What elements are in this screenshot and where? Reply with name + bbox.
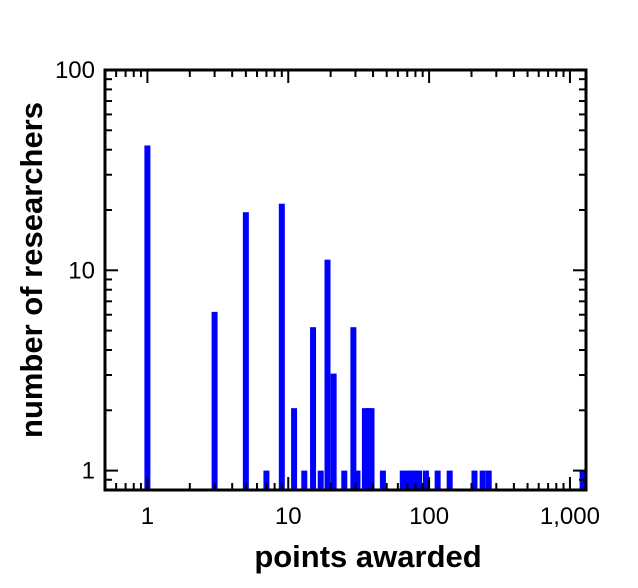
- tick-labels-group: 1 10 100 1,000 1 10 100: [55, 57, 600, 530]
- bar: [411, 470, 418, 490]
- bar: [416, 470, 423, 490]
- x-tick-label: 100: [409, 503, 449, 530]
- bar: [350, 327, 357, 490]
- y-tick-label: 1: [82, 458, 95, 485]
- bar: [361, 408, 368, 490]
- bar: [471, 470, 478, 490]
- bar: [324, 259, 331, 490]
- bar: [317, 470, 324, 490]
- bar: [211, 311, 218, 490]
- bar: [330, 373, 337, 490]
- bar: [144, 145, 151, 490]
- x-tick-label: 10: [275, 503, 302, 530]
- bar: [422, 470, 429, 490]
- x-tick-label: 1,000: [540, 503, 600, 530]
- bar: [310, 327, 317, 490]
- plot-frame: [103, 68, 588, 492]
- bar: [379, 470, 386, 490]
- bar: [354, 470, 361, 490]
- bar: [408, 470, 415, 490]
- bar: [278, 203, 285, 490]
- bar: [485, 470, 492, 490]
- y-tick-label: 10: [68, 257, 95, 284]
- y-tick-label: 100: [55, 57, 95, 84]
- bar: [479, 470, 486, 490]
- bar: [446, 470, 453, 490]
- x-tick-label: 1: [141, 503, 154, 530]
- bar: [399, 470, 406, 490]
- bar: [365, 408, 372, 490]
- x-axis-title: points awarded: [254, 539, 481, 574]
- bar: [341, 470, 348, 490]
- bar: [405, 470, 412, 490]
- bar: [434, 470, 441, 490]
- bar: [242, 212, 249, 490]
- bars-group: [144, 145, 586, 490]
- bar: [263, 470, 270, 490]
- bar: [301, 470, 308, 490]
- y-axis-title: number of researchers: [14, 102, 49, 438]
- bar: [291, 408, 298, 490]
- bar: [368, 408, 375, 490]
- ticks-group: [104, 69, 586, 491]
